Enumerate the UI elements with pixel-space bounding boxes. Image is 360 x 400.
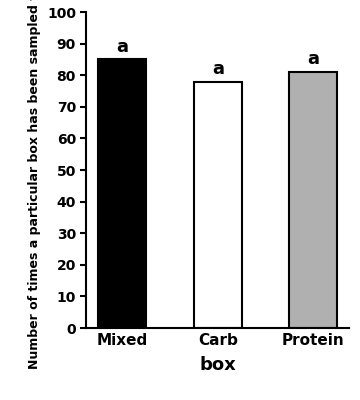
Bar (194, 82, 242, 328)
Text: a: a (212, 60, 224, 78)
Text: a: a (116, 38, 128, 56)
Text: a: a (307, 50, 319, 68)
X-axis label: box: box (199, 356, 236, 374)
Bar (289, 72, 337, 328)
Y-axis label: Number of times a particular box has been sampled first: Number of times a particular box has bee… (28, 0, 41, 369)
Bar (98, 59, 146, 328)
